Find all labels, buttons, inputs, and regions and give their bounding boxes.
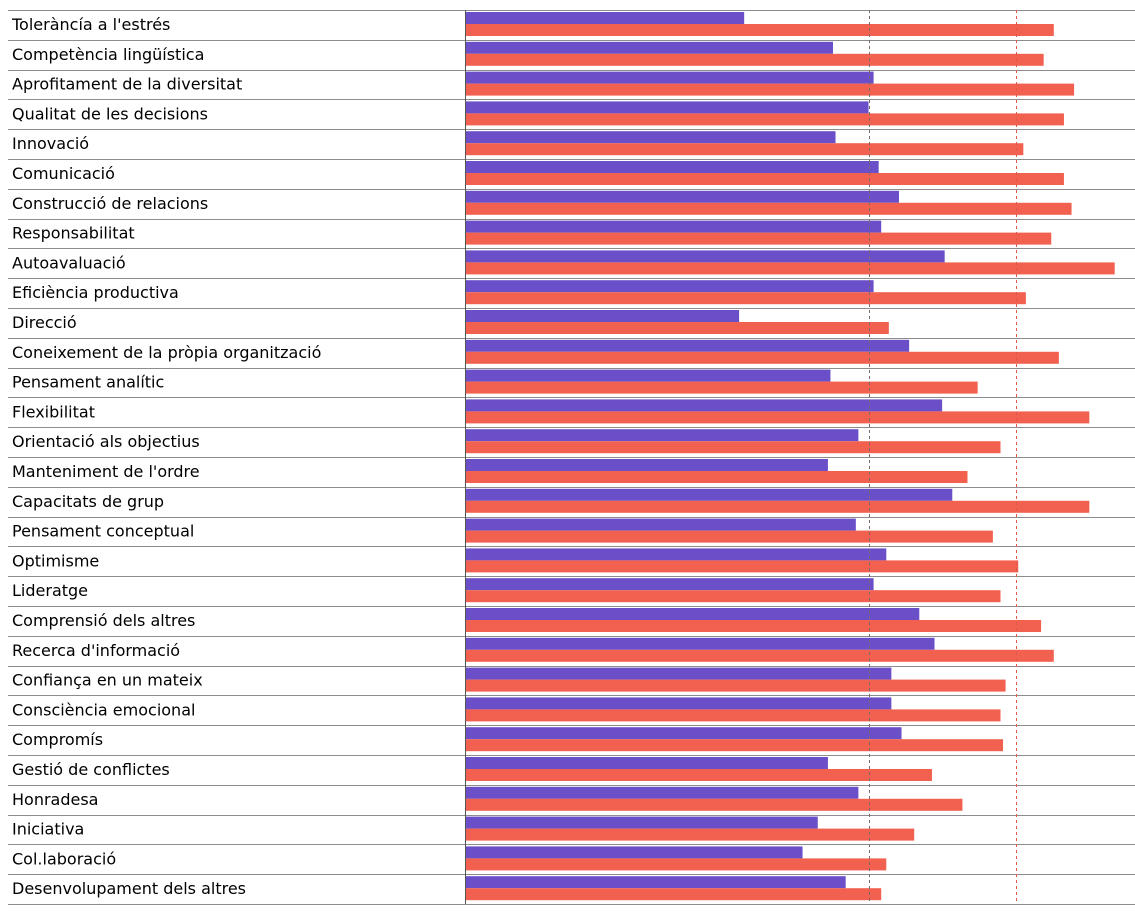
bar-series-b (465, 858, 887, 871)
bar-series-a (465, 518, 856, 531)
category-label: Desenvolupament dels altres (12, 879, 246, 898)
category-label: Toleràncía a l'estrés (11, 15, 170, 34)
bar-series-b (465, 590, 1001, 603)
bar-series-b (465, 411, 1090, 424)
bar-series-b (465, 828, 915, 841)
bar-series-b (465, 798, 963, 811)
bar-series-b (465, 500, 1090, 513)
category-label: Competència lingüística (12, 45, 204, 64)
bar-series-b (465, 471, 968, 483)
bar-series-b (465, 83, 1075, 96)
category-label: Comunicació (12, 164, 115, 183)
bar-series-a (465, 12, 745, 24)
bar-series-a (465, 786, 859, 799)
category-label: Lideratge (12, 581, 88, 600)
bar-series-a (465, 637, 935, 650)
category-label: Responsabilitat (12, 224, 135, 243)
bar-series-a (465, 816, 818, 829)
bar-series-b (465, 202, 1072, 215)
category-labels: Toleràncía a l'estrés Competència lingüís… (11, 15, 321, 898)
bar-series-b (465, 24, 1054, 36)
bar-series-a (465, 250, 945, 263)
bar-series-b (465, 560, 1019, 573)
bar-series-b (465, 173, 1064, 185)
category-label: Confiança en un mateix (12, 671, 203, 690)
category-label: Pensament conceptual (12, 522, 194, 541)
category-label: Pensament analític (12, 373, 164, 392)
bar-series-a (465, 220, 882, 233)
bar-series-b (465, 143, 1024, 156)
bar-series-b (465, 679, 1006, 692)
bar-series-a (465, 548, 887, 561)
bar-series-a (465, 459, 828, 471)
bar-series-a (465, 131, 836, 144)
bar-series-b (465, 53, 1044, 66)
category-label: Qualitat de les decisions (12, 104, 208, 123)
bar-series-b (465, 649, 1054, 662)
bar-series-a (465, 757, 828, 769)
bar-series-b (465, 888, 882, 901)
category-label: Coneixement de la pròpia organització (12, 343, 321, 362)
reference-lines (869, 10, 1017, 904)
category-label: Gestió de conflictes (12, 760, 170, 779)
bar-series-a (465, 41, 833, 54)
bar-series-a (465, 608, 920, 620)
bar-series-a (465, 369, 831, 382)
bar-series-b (465, 292, 1026, 305)
bar-series-a (465, 697, 892, 710)
category-label: Honradesa (12, 790, 98, 809)
bar-series-b (465, 322, 889, 334)
category-label: Optimisme (12, 551, 99, 570)
category-label: Capacitats de grup (12, 492, 164, 511)
bar-series-a (465, 727, 902, 740)
category-label: Iniciativa (12, 820, 84, 839)
category-label: Construcció de relacions (12, 194, 208, 213)
category-label: Flexibilitat (12, 402, 95, 421)
bar-series-b (465, 769, 932, 781)
bar-series-b (465, 709, 1001, 722)
bar-series-b (465, 739, 1004, 752)
category-label: Consciència emocional (12, 700, 195, 719)
bar-series-a (465, 310, 740, 322)
bar-series-a (465, 667, 892, 680)
bar-series-b (465, 351, 1059, 364)
bar-series-a (465, 71, 874, 84)
category-label: Autoavaluació (12, 253, 126, 272)
bar-series-b (465, 530, 993, 543)
category-label: Direcció (12, 313, 77, 332)
category-label: Eficiència productiva (12, 283, 179, 302)
bar-series-a (465, 190, 899, 203)
bar-series-a (465, 876, 846, 889)
bar-series-b (465, 441, 1001, 454)
category-label: Col.laboració (12, 849, 116, 868)
bar-series-a (465, 429, 859, 442)
bar-series-a (465, 578, 874, 591)
category-label: Comprensió dels altres (12, 611, 195, 630)
bar-series-a (465, 101, 869, 114)
category-label: Orientació als objectius (12, 432, 200, 451)
bar-series-a (465, 280, 874, 293)
bar-series-b (465, 620, 1042, 632)
bar-series-a (465, 846, 803, 859)
bar-series-b (465, 113, 1064, 126)
bar-series-a (465, 399, 943, 412)
category-label: Manteniment de l'ordre (12, 462, 200, 481)
category-label: Innovació (12, 134, 89, 153)
category-label: Recerca d'informació (12, 641, 180, 660)
bar-series-b (465, 262, 1115, 275)
bar-series-a (465, 488, 953, 501)
bar-series-b (465, 232, 1052, 245)
bar-series-a (465, 161, 879, 173)
bars (465, 12, 1115, 901)
category-label: Compromís (12, 730, 103, 749)
bar-series-b (465, 381, 978, 394)
row-separators (8, 10, 1135, 905)
category-label: Aprofitament de la diversitat (12, 75, 242, 94)
bar-series-a (465, 339, 910, 352)
